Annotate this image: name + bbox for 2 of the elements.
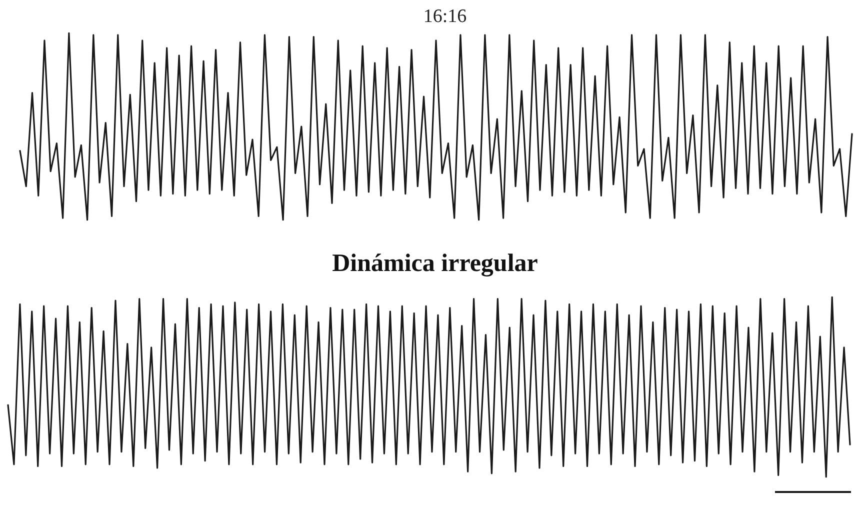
- chart-title: Dinámica irregular: [332, 250, 538, 277]
- chart-title: 16:16: [423, 6, 467, 27]
